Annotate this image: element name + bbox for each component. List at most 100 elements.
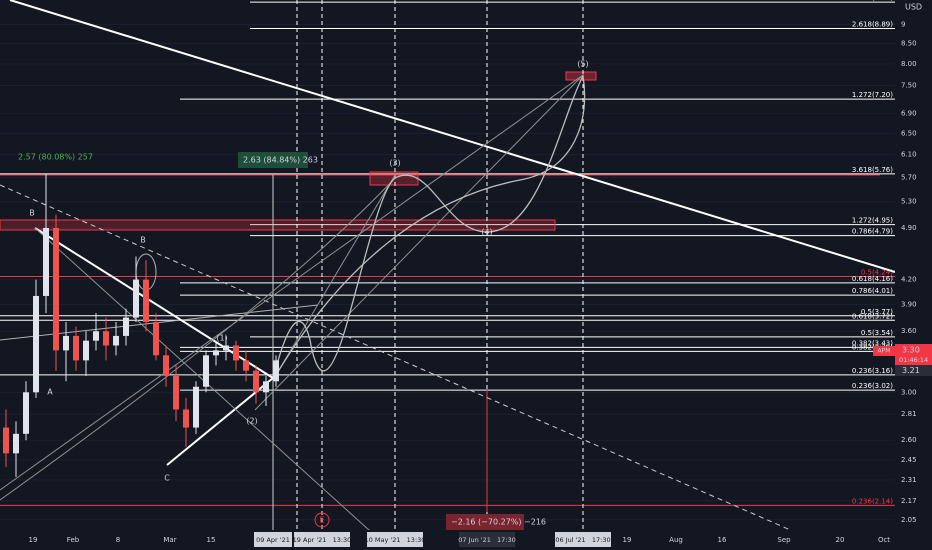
wave-path	[272, 73, 586, 381]
x-highlight	[294, 532, 350, 547]
candle-body	[3, 427, 9, 454]
candle-body	[93, 331, 99, 341]
candle-body	[223, 345, 229, 351]
price-axis	[895, 0, 932, 530]
measure-box	[446, 514, 524, 530]
trend-line	[0, 184, 796, 533]
trend-line	[254, 74, 584, 411]
y-tick-label: 5.70	[901, 173, 917, 181]
wave-label: A	[47, 388, 53, 397]
x-tick-label: Aug	[669, 536, 683, 544]
x-highlight	[555, 532, 611, 547]
y-tick-label: 2.17	[901, 497, 917, 505]
x-tick-label: 15	[207, 536, 216, 544]
fib-label: 0.236(3.16)	[852, 367, 893, 375]
fib-label: 0.786(4.79)	[852, 228, 893, 236]
fib-label: 1.272(4.95)	[852, 217, 893, 225]
candle-body	[173, 375, 179, 410]
candle-body	[73, 335, 79, 361]
wave-labels: (1) (2) (3) (4) (5) A B C B	[29, 60, 588, 483]
y-tick-label: 7.50	[901, 81, 917, 89]
x-tick-label: 19	[29, 536, 38, 544]
y-tick-label: 5.30	[901, 198, 917, 206]
candle-body	[103, 331, 109, 346]
candle-body	[233, 345, 239, 361]
measure-box	[238, 152, 308, 168]
trend-line	[0, 74, 584, 491]
y-tick-label: 2.81	[901, 410, 917, 418]
candle-body	[203, 355, 209, 387]
candle-body	[183, 409, 189, 428]
symbol-badge	[873, 346, 895, 356]
x-tick-label: Feb	[67, 536, 80, 544]
price: 3.21	[902, 366, 920, 375]
wave-label: (3)	[389, 159, 400, 168]
fib-label: 0.382(3.43)	[852, 339, 893, 347]
symbol: APM	[878, 348, 891, 355]
fib-label: 0.618(3.72)	[852, 312, 893, 320]
y-tick-label: 3.60	[901, 327, 917, 335]
trend-line	[9, 0, 896, 273]
event-label[interactable]: E	[319, 516, 324, 525]
y-tick-label: 6.50	[901, 129, 917, 137]
event-marker[interactable]	[314, 512, 330, 528]
candle-body	[53, 227, 59, 351]
x-axis: 19 Feb 8 Mar 15 19 Aug 16 Sep 20 Oct 09 Apr '21 19 A…	[29, 532, 890, 547]
fib-label: 1.272(7.20)	[852, 91, 893, 99]
x-tick-label: Sep	[777, 536, 791, 544]
candle-body	[23, 392, 29, 434]
candle-body	[143, 279, 149, 323]
y-axis: 9 8.50 8.00 7.50 6.90 6.50 6.10 5.70 5.30 4.90 4.2…	[901, 20, 917, 523]
wave-label: C	[164, 474, 170, 483]
x-tick-label: 19	[623, 536, 632, 544]
fib-label: 0.5(3.77)	[861, 308, 893, 316]
y-tick-label: 9	[901, 20, 905, 28]
y-tick-label: 8.50	[901, 40, 917, 48]
x-tick-label: Mar	[163, 536, 176, 544]
measure-label: 2.63 (84.84%) 263	[243, 156, 318, 165]
y-tick-label: 6.10	[901, 151, 917, 159]
candle-body	[133, 279, 139, 318]
y-tick-label: 3.90	[901, 300, 917, 308]
candle-body	[273, 360, 279, 382]
wave-label: B	[140, 236, 146, 245]
price-badge	[895, 365, 932, 376]
candle-body	[193, 386, 199, 428]
fib-label: 0.382(3.39)	[852, 343, 893, 351]
x-tick-label: 16	[718, 536, 727, 544]
x-highlight-label: 19 Apr '21 13:30	[293, 536, 352, 544]
wave-label: (1)	[216, 334, 227, 343]
fib-levels: 1.618(9.62) 2.618(8.89) 1.272(7.20) 3.618(5…	[0, 0, 895, 506]
price: 3.30	[902, 346, 920, 355]
candle-body	[263, 381, 269, 393]
currency: USD	[905, 3, 922, 12]
y-tick-label: 2.31	[901, 476, 917, 484]
countdown: 01:46:14	[899, 356, 928, 364]
fib-label: 3.618(5.76)	[852, 166, 893, 174]
y-tick-label: 2.60	[901, 436, 917, 444]
candle-body	[243, 360, 249, 371]
candle-body	[153, 322, 159, 356]
fib-label: 0.786(4.01)	[852, 287, 893, 295]
x-highlight	[254, 532, 292, 547]
y-tick-label: 2.05	[901, 516, 917, 524]
fib-label: 0.618(4.16)	[852, 275, 893, 283]
y-tick-label: 6.90	[901, 109, 917, 117]
candle-body	[113, 335, 119, 346]
y-tick-label: 3.00	[901, 388, 917, 396]
x-highlight	[459, 532, 515, 547]
y-tick-label: 4.20	[901, 276, 917, 284]
fib-label: 1.618(9.62)	[852, 0, 893, 2]
grid	[0, 23, 895, 521]
candle-body	[163, 355, 169, 376]
x-tick-label: 8	[116, 536, 120, 544]
x-tick-label: Oct	[878, 536, 890, 544]
candle-body	[83, 340, 89, 361]
fib-label: 0.5(4.24)	[861, 268, 893, 276]
fib-label: 2.618(8.89)	[852, 21, 893, 29]
measure-label: 2.57 (80.08%) 257	[18, 153, 93, 162]
measure-label: −2.16 (−70.27%) −216	[451, 518, 546, 527]
trend-line	[272, 174, 396, 381]
